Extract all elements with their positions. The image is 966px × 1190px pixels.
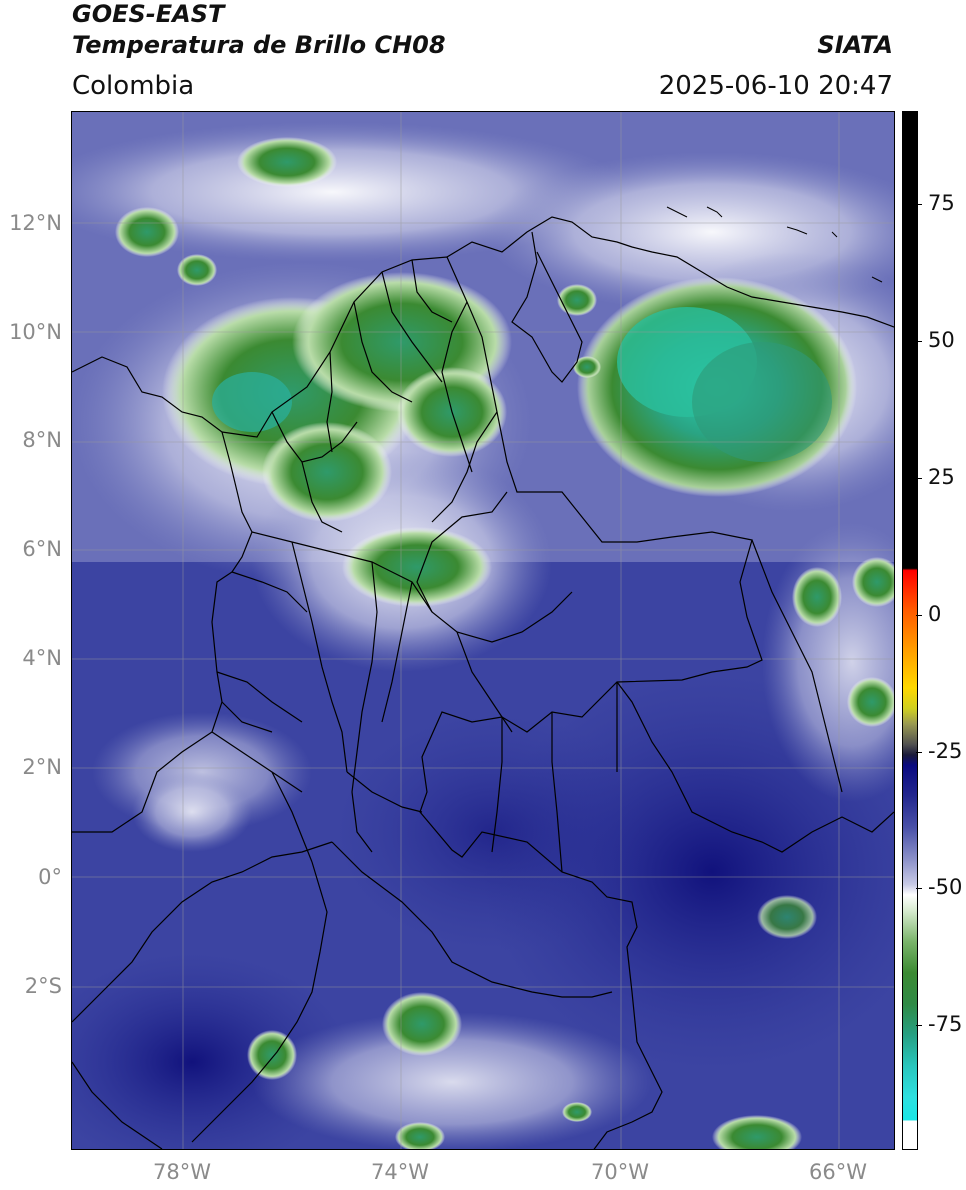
colorbar (902, 111, 918, 1150)
lon-label-66w: 66°W (809, 1160, 867, 1184)
colorbar-label-minus75: -75 (928, 1012, 963, 1036)
satellite-title: GOES-EAST (72, 0, 225, 28)
colorbar-label-25: 25 (928, 465, 955, 489)
borders (72, 216, 894, 1149)
lat-label-2n: 2°N (22, 755, 62, 779)
lon-label-78w: 78°W (153, 1160, 211, 1184)
graticule (72, 112, 894, 1149)
colorbar-label-0: 0 (928, 602, 942, 626)
colorbar-tick (916, 752, 922, 753)
colorbar-tick (916, 615, 922, 616)
colorbar-tick (916, 1025, 922, 1026)
colorbar-tick (916, 341, 922, 342)
lat-label-12n: 12°N (9, 211, 62, 235)
colorbar-label-75: 75 (928, 191, 955, 215)
satellite-map[interactable] (71, 111, 895, 1150)
colorbar-tick (916, 478, 922, 479)
lon-label-74w: 74°W (371, 1160, 429, 1184)
lat-label-4n: 4°N (22, 646, 62, 670)
lat-label-8n: 8°N (22, 428, 62, 452)
colorbar-label-minus50: -50 (928, 875, 963, 899)
datetime-label: 2025-06-10 20:47 (658, 71, 893, 101)
colorbar-tick (916, 204, 922, 205)
lat-label-0: 0° (38, 865, 62, 889)
colorbar-tick (916, 888, 922, 889)
lon-label-70w: 70°W (591, 1160, 649, 1184)
lat-label-2s: 2°S (24, 974, 62, 998)
organization-label: SIATA (817, 31, 893, 59)
product-title: Temperatura de Brillo CH08 (72, 31, 446, 59)
region-label: Colombia (72, 71, 195, 101)
lat-label-10n: 10°N (9, 320, 62, 344)
lat-label-6n: 6°N (22, 537, 62, 561)
colorbar-label-minus25: -25 (928, 739, 963, 763)
colorbar-label-50: 50 (928, 328, 955, 352)
